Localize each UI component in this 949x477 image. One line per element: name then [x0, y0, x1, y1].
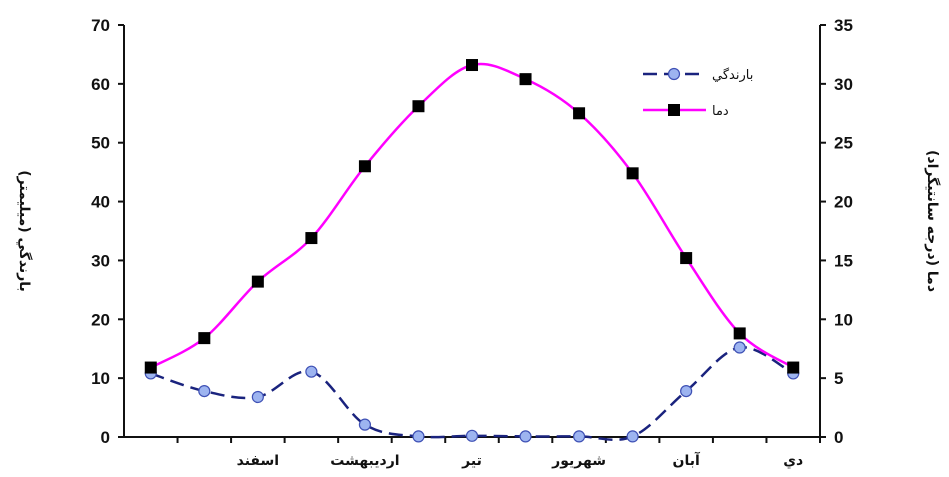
series-layer: [144, 59, 800, 443]
y-tick-label: 30: [91, 251, 110, 270]
temp-legend-label: دما: [712, 104, 729, 119]
rain-data-point: [733, 341, 746, 354]
x-tick-label: شهريور: [551, 453, 606, 469]
y2-axis-title: دما (درجه سانتيگراد): [924, 150, 941, 292]
temp-data-point: [412, 100, 425, 113]
temp-data-point: [519, 73, 532, 86]
rain-data-point: [198, 384, 211, 398]
temp-data-point: [198, 332, 211, 345]
y-tick-label: 10: [91, 369, 110, 388]
y2-tick-label: 0: [834, 428, 843, 447]
rain-data-point: [358, 418, 372, 431]
temp-legend-marker: [668, 104, 680, 116]
y2-tick-label: 25: [834, 134, 853, 153]
y2-tick-label: 30: [834, 75, 853, 94]
temp-data-point: [787, 361, 800, 374]
y-axis-title: بارندگي (ميليمتر): [16, 170, 33, 292]
axes: 0 10 20 30 40 50 60 70 0 5 10 15 20 25 30 35 اسفند ارديبه…: [91, 16, 853, 470]
rain-data-point: [680, 384, 693, 398]
y-tick-label: 60: [91, 75, 110, 94]
rain-data-point: [626, 430, 639, 443]
temp-data-point: [733, 327, 746, 340]
temp-data-point: [626, 167, 639, 180]
rain-data-point: [572, 430, 586, 443]
x-tick-label: اسفند: [237, 453, 279, 469]
legend: بارندگي دما: [643, 67, 753, 119]
y2-tick-label: 15: [834, 251, 853, 270]
temp-data-point: [305, 232, 318, 245]
y2-tick-label: 35: [834, 16, 853, 35]
rain-data-point: [412, 430, 425, 443]
temp-data-point: [680, 252, 693, 265]
x-tick-label: ارديبهشت: [330, 453, 399, 469]
y-tick-label: 40: [91, 193, 110, 212]
y-tick-label: 20: [91, 310, 110, 329]
temp-data-point: [144, 361, 157, 374]
temp-data-point: [466, 59, 478, 72]
y-tick-label: 0: [101, 428, 110, 447]
temp-data-point: [251, 275, 264, 288]
x-tick-label: دي: [783, 453, 803, 470]
y2-tick-label: 20: [834, 193, 853, 212]
rain-data-point: [305, 365, 318, 378]
rain-series-line: [150, 346, 794, 441]
rain-data-point: [251, 390, 264, 404]
y-tick-label: 70: [91, 16, 110, 35]
rain-data-point: [465, 429, 479, 442]
temp-data-point: [358, 160, 371, 173]
x-tick-label: آبان: [673, 451, 701, 469]
rain-data-point: [519, 430, 532, 443]
y2-tick-label: 5: [834, 369, 843, 388]
temp-data-point: [573, 107, 586, 120]
y-tick-label: 50: [91, 134, 110, 153]
y2-tick-label: 10: [834, 310, 853, 329]
rain-legend-marker: [667, 67, 681, 81]
x-tick-label: تير: [461, 453, 482, 469]
rain-legend-label: بارندگي: [712, 67, 753, 83]
